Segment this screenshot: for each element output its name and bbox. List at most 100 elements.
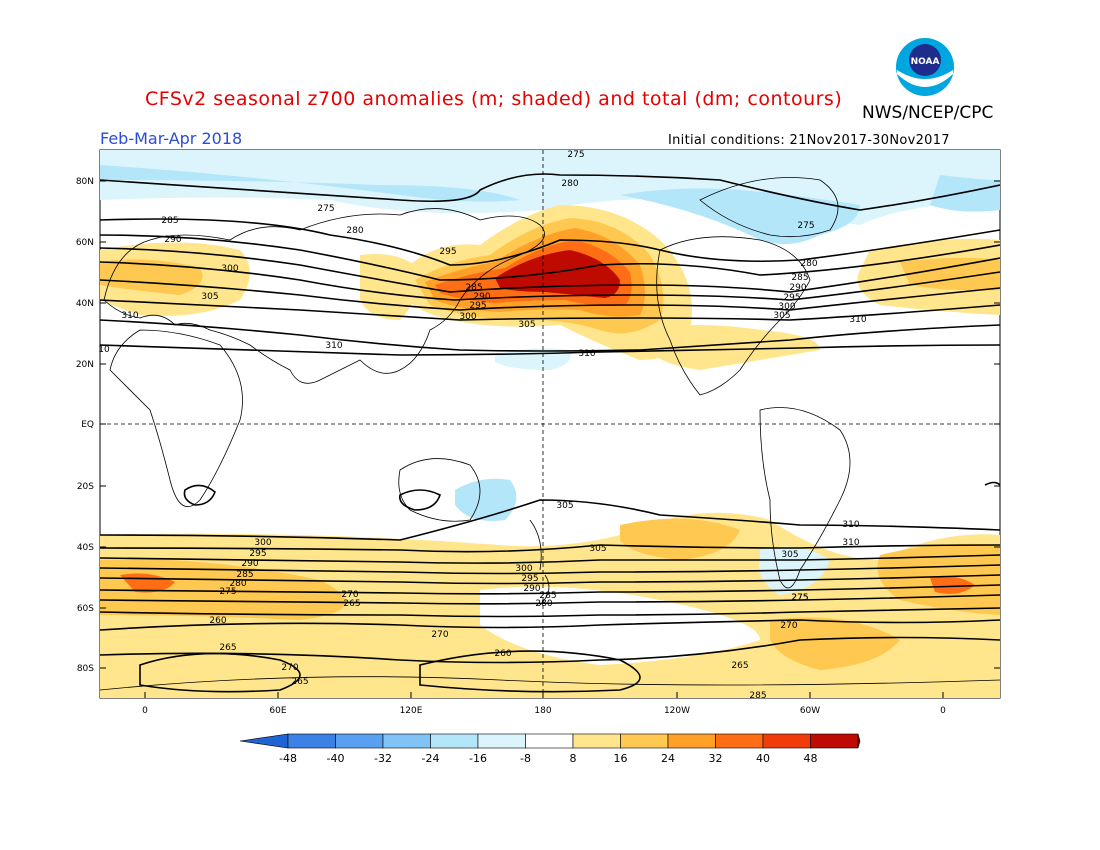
contour-label: 310: [842, 520, 859, 530]
colorbar-swatch: [430, 733, 479, 749]
contour-label: 285: [749, 691, 766, 701]
contour-label: 290: [473, 292, 490, 302]
lon-label: 120E: [400, 706, 423, 716]
colorbar-label: 8: [570, 752, 577, 765]
contour-label: 280: [535, 599, 552, 609]
noaa-logo-icon: NOAA: [896, 38, 954, 96]
coastlines: [100, 177, 1000, 691]
contour-label: 295: [783, 293, 800, 303]
contour-label: 295: [439, 247, 456, 257]
colorbar-swatch: [810, 733, 859, 749]
chart-title: CFSv2 seasonal z700 anomalies (m; shaded…: [145, 88, 843, 110]
contour-label: 305: [201, 292, 218, 302]
contour-label: 280: [800, 259, 817, 269]
contour-label: 285: [236, 570, 253, 580]
longitude-axis: 0 60E 120E 180 120W 60W 0: [142, 692, 946, 716]
lon-label: 180: [534, 706, 551, 716]
contour-label: 285: [161, 216, 178, 226]
contour-label: 275: [219, 587, 236, 597]
lon-label: 60E: [269, 706, 286, 716]
contour-label: 305: [556, 501, 573, 511]
contour-label: 310: [849, 315, 866, 325]
colorbar-swatch: [715, 733, 764, 749]
colorbar-right-arrow: [857, 733, 861, 749]
lat-label: 20N: [76, 360, 94, 370]
contour-label: 275: [797, 221, 814, 231]
contour-label: 275: [567, 150, 584, 160]
lon-label: 0: [940, 706, 946, 716]
contour-label: 280: [346, 226, 363, 236]
contour-label: 265: [291, 677, 308, 687]
contour-label: 295: [249, 549, 266, 559]
contour-label: 265: [219, 643, 236, 653]
contour-label: 310: [578, 349, 595, 359]
colorbar-swatch: [620, 733, 669, 749]
contour-label: 310: [842, 538, 859, 548]
season-label: Feb-Mar-Apr 2018: [100, 129, 243, 148]
noaa-logo-text: NOAA: [911, 57, 940, 67]
colorbar: -48 -40 -32 -24 -16 -8 8 16 24 32 40 48: [239, 733, 861, 765]
contour-label: 305: [589, 544, 606, 554]
colorbar-swatch: [287, 733, 336, 749]
contour-label: 275: [317, 204, 334, 214]
colorbar-label: 32: [709, 752, 723, 765]
contour-label: 270: [431, 630, 448, 640]
colorbar-label: -16: [469, 752, 487, 765]
contour-label: 280: [561, 179, 578, 189]
latitude-axis: 80N 60N 40N 20N EQ 20S 40S 60S 80S: [76, 177, 1000, 674]
contour-label: 270: [780, 621, 797, 631]
lat-label: 80S: [77, 664, 94, 674]
colorbar-label: 40: [756, 752, 770, 765]
initial-conditions-label: Initial conditions: 21Nov2017-30Nov2017: [668, 133, 950, 148]
contour-label: 275: [791, 593, 808, 603]
contour-label: 285: [465, 283, 482, 293]
lat-label: 60S: [77, 604, 94, 614]
lat-label: 60N: [76, 238, 94, 248]
lat-label: 40N: [76, 299, 94, 309]
contour-label: 300: [515, 564, 532, 574]
contour-label: 265: [731, 661, 748, 671]
lat-label: 40S: [77, 543, 94, 553]
colorbar-label: -48: [279, 752, 297, 765]
colorbar-label: 48: [804, 752, 818, 765]
colorbar-label: -40: [327, 752, 345, 765]
colorbar-left-arrow: [239, 733, 289, 749]
contour-label: 270: [281, 663, 298, 673]
lat-label: 20S: [77, 482, 94, 492]
contour-label: 285: [539, 591, 556, 601]
contour-label: 260: [209, 616, 226, 626]
org-label: NWS/NCEP/CPC: [862, 103, 994, 123]
contour-label: 310: [121, 311, 138, 321]
colorbar-swatch: [572, 733, 621, 749]
contour-labels: 2752802752852902953003053102802852902953…: [98, 150, 867, 701]
contour-label: 265: [343, 599, 360, 609]
contour-label: 305: [781, 550, 798, 560]
lon-label: 120W: [664, 706, 690, 716]
contour-label: 290: [789, 283, 806, 293]
colorbar-swatch: [335, 733, 384, 749]
contour-label: 290: [164, 235, 181, 245]
colorbar-label: -8: [520, 752, 531, 765]
contour-label: 10: [98, 345, 110, 355]
colorbar-label: -24: [422, 752, 440, 765]
lat-label: EQ: [81, 420, 94, 430]
colorbar-swatch: [667, 733, 716, 749]
contour-label: 295: [521, 574, 538, 584]
contour-label: 305: [518, 320, 535, 330]
contour-label: 300: [778, 302, 795, 312]
colorbar-label: 16: [614, 752, 628, 765]
colorbar-label: -32: [374, 752, 392, 765]
colorbar-swatch: [382, 733, 431, 749]
contour-label: 270: [341, 590, 358, 600]
lat-label: 80N: [76, 177, 94, 187]
colorbar-label: 24: [661, 752, 675, 765]
contour-label: 285: [791, 273, 808, 283]
colorbar-swatch: [762, 733, 811, 749]
contour-label: 290: [241, 559, 258, 569]
lon-label: 0: [142, 706, 148, 716]
colorbar-swatch: [525, 733, 574, 749]
contour-label: 310: [325, 341, 342, 351]
contour-label: 260: [494, 649, 511, 659]
colorbar-swatch: [477, 733, 526, 749]
